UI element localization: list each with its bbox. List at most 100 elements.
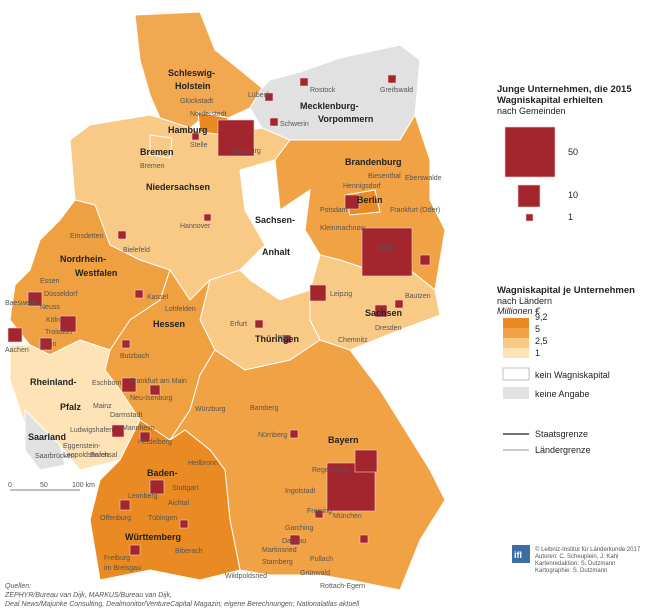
legend-title: Junge Unternehmen, die 2015 [497, 84, 632, 95]
city-label: Garching [285, 525, 314, 532]
city-label: Eggenstein- [63, 443, 101, 450]
square [359, 534, 369, 544]
city-label: Mainz [93, 403, 112, 410]
legend-label: kein Wagniskapital [535, 370, 610, 380]
square [117, 230, 127, 240]
legend-swatch [503, 318, 529, 328]
state-label: Bayern [328, 435, 359, 445]
square [121, 377, 137, 393]
city-label: Stelle [190, 142, 208, 149]
city-label: Norderstedt [190, 111, 227, 118]
state-label: Nordrhein- [60, 254, 106, 264]
state-label: Baden- [147, 468, 178, 478]
square [179, 519, 189, 529]
city-label: Troisdorf [45, 329, 72, 336]
city-label: Regensburg [312, 467, 350, 474]
city-label: Greifswald [380, 87, 413, 94]
legend-swatch [503, 328, 529, 338]
state-label: Hessen [153, 319, 185, 329]
city-label: Hennigsdorf [343, 183, 381, 190]
legend-label: keine Angabe [535, 389, 590, 399]
city-label: Starnberg [262, 559, 293, 566]
city-label: Butzbach [120, 353, 149, 360]
state-label: Pfalz [60, 402, 82, 412]
state-labels: Schleswig- Holstein Mecklenburg- Vorpomm… [28, 68, 402, 542]
city-label: Emsdetten [70, 233, 104, 240]
scale-label: 100 km [72, 482, 95, 489]
legend-class-label: 9,2 [535, 312, 548, 322]
square [254, 319, 264, 329]
state-label: Niedersachsen [146, 182, 210, 192]
city-labels: Rostock Greifswald Lübeck Schwerin Glück… [5, 87, 442, 590]
legend-class-label: 1 [535, 348, 540, 358]
state-label: Rheinland- [30, 377, 77, 387]
legend-square [517, 184, 541, 208]
square [149, 479, 165, 495]
state-label: Thüringen [255, 334, 299, 344]
legend-class-label: 2,5 [535, 336, 548, 346]
scale-label: 50 [40, 482, 48, 489]
square [264, 92, 274, 102]
legend-size-label: 1 [568, 212, 573, 222]
square [111, 424, 125, 438]
city-label: Dresden [375, 325, 402, 332]
square [7, 327, 23, 343]
city-label: Aachen [5, 347, 29, 354]
city-label: Martinsried [262, 547, 297, 554]
square [121, 339, 131, 349]
city-label: Heidelberg [138, 439, 172, 446]
legend-square [525, 213, 534, 222]
city-label: Biesenthal [368, 173, 401, 180]
city-label: Baesweiler [5, 300, 40, 307]
square [314, 509, 324, 519]
square [39, 337, 53, 351]
city-label: Schwerin [280, 121, 309, 128]
city-label: Leonberg [128, 493, 158, 500]
sources: Quellen: ZEPHYR/Bureau van Dijk, MARKUS/… [4, 583, 360, 608]
scale-bar: 0 50 100 km [8, 482, 95, 491]
city-label: Bruchsal [90, 452, 118, 459]
city-label: Kleinmachnow [320, 225, 366, 232]
city-label: Rostock [310, 87, 336, 94]
legend-label: Staatsgrenze [535, 429, 588, 439]
legend-swatch [503, 348, 529, 358]
state [24, 408, 66, 471]
city-label: Berlin [377, 245, 395, 252]
legend-size-label: 10 [568, 190, 578, 200]
city-label: Ingolstadt [285, 488, 315, 495]
legend-subtitle: nach Gemeinden [497, 106, 566, 116]
legend-unit: Millionen € [497, 306, 541, 316]
city-label: Glückstadt [180, 98, 213, 105]
city-label: Bamberg [250, 405, 279, 412]
square [191, 132, 200, 141]
legend-label: Ländergrenze [535, 445, 591, 455]
square [309, 284, 327, 302]
city-label: Hannover [180, 223, 211, 230]
source-line: Quellen: [5, 583, 31, 590]
square [203, 213, 212, 222]
credit-line: Kartenredaktion: S. Dutzmann [535, 561, 615, 567]
city-label: Bielefeld [123, 247, 150, 254]
city-label: Stuttgart [172, 485, 199, 492]
state [149, 134, 173, 159]
state-label: Westfalen [75, 268, 117, 278]
city-label: Frankfurt (Oder) [390, 207, 440, 214]
city-label: Neu-Isenburg [130, 395, 173, 402]
square [269, 117, 279, 127]
states [9, 11, 446, 591]
square [289, 534, 301, 546]
city-label: Eschborn [92, 380, 122, 387]
city-label: Chemnitz [338, 337, 368, 344]
credit-line: Kartographie: S. Dutzmann [535, 568, 607, 574]
square [354, 449, 378, 473]
credit-line: © Leibniz-Institut für Länderkunde 2017 [535, 546, 641, 553]
city-label: Pullach [310, 556, 333, 563]
legend: Junge Unternehmen, die 2015 Wagniskapita… [497, 84, 635, 455]
city-label: Wildpoldsried [225, 573, 267, 580]
city-label: Aichtal [168, 500, 189, 507]
legend-swatch [503, 387, 529, 399]
square [149, 384, 161, 396]
city-label: Lübeck [248, 92, 271, 99]
city-label: Bonn [40, 341, 56, 348]
city-label: Bremen [140, 163, 165, 170]
